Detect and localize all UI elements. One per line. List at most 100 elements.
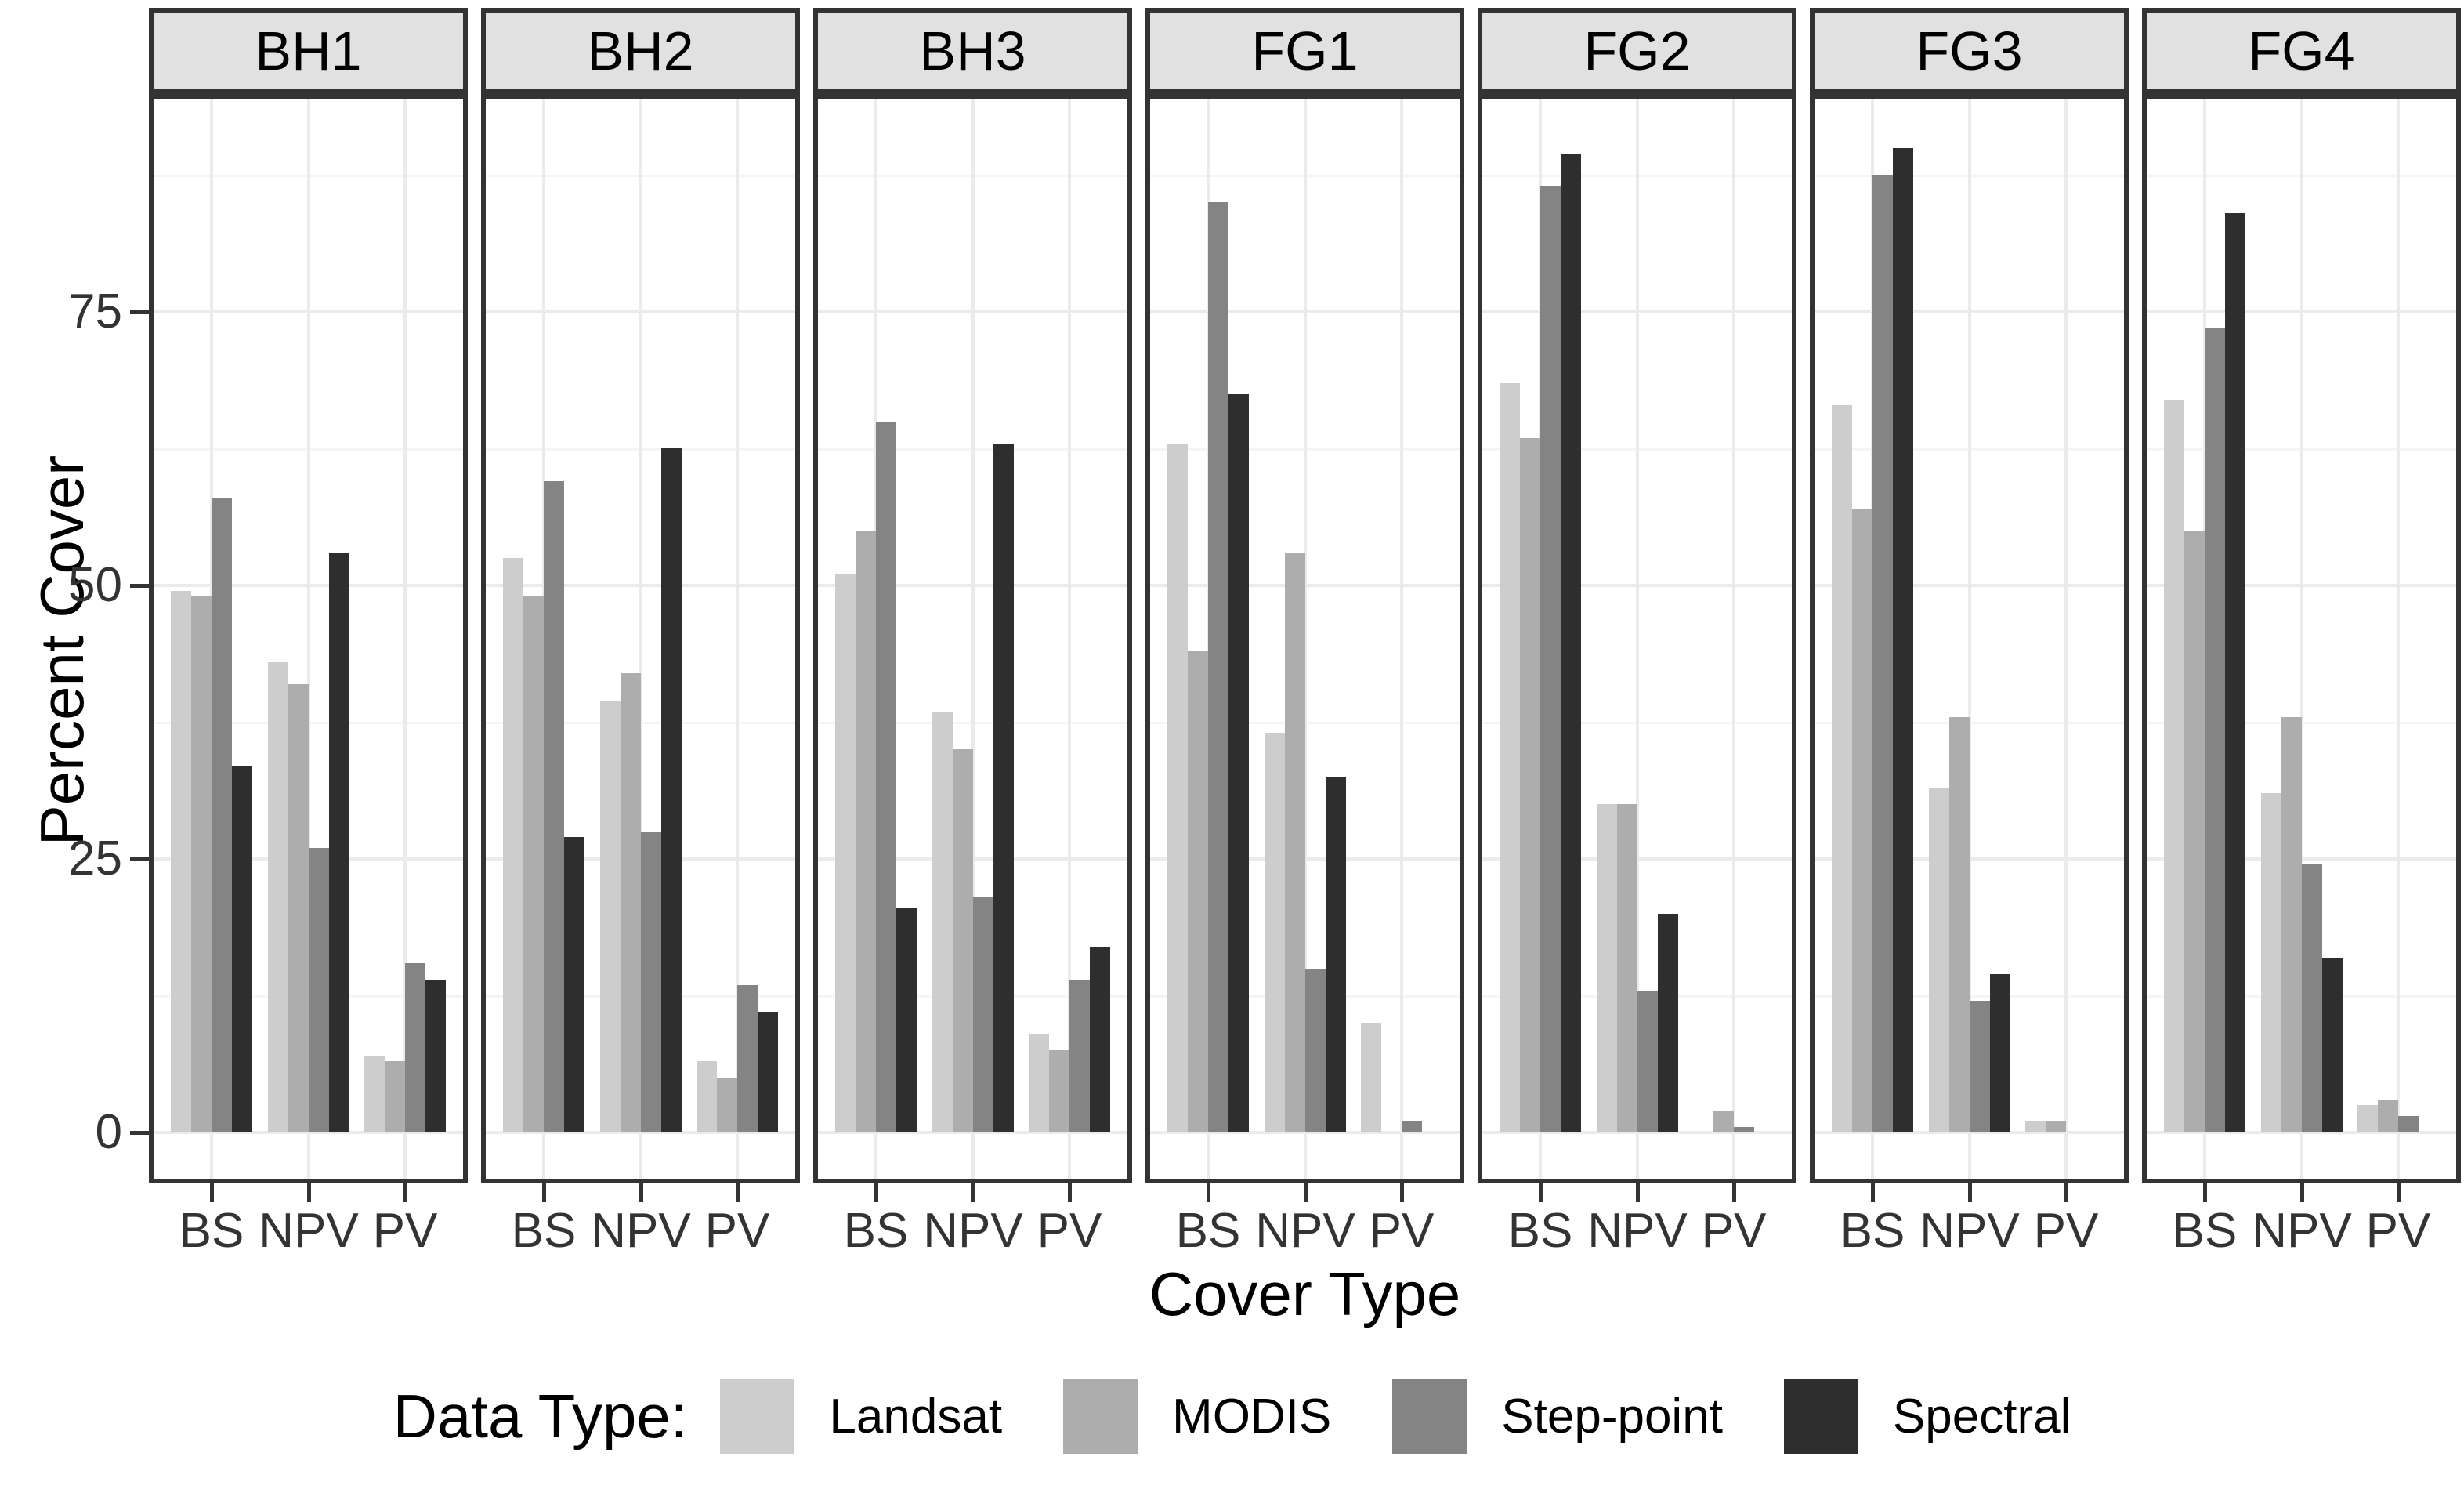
facet-panel-bh1 bbox=[149, 94, 468, 1183]
legend-item-modis: MODIS bbox=[1063, 1379, 1331, 1454]
bar-step-point bbox=[1637, 991, 1658, 1132]
bar-modis bbox=[2184, 531, 2205, 1132]
gridline-major-v bbox=[736, 99, 739, 1179]
x-tick-label: PV bbox=[1701, 1204, 1767, 1258]
facet-strip-label: FG1 bbox=[1251, 20, 1359, 82]
bar-spectral bbox=[661, 448, 682, 1132]
legend-item-landsat: Landsat bbox=[720, 1379, 1002, 1454]
bar-landsat bbox=[1265, 733, 1285, 1132]
legend: Data Type: Landsat MODIS Step-point Spectra… bbox=[0, 1365, 2464, 1467]
bar-modis bbox=[953, 749, 973, 1132]
bar-landsat bbox=[1167, 444, 1188, 1132]
x-tick-label: NPV bbox=[2252, 1204, 2352, 1258]
bar-modis bbox=[288, 684, 309, 1132]
bar-spectral bbox=[896, 908, 917, 1132]
bar-step-point bbox=[2302, 864, 2322, 1132]
x-tick bbox=[307, 1183, 311, 1202]
legend-label-landsat: Landsat bbox=[829, 1389, 1003, 1444]
x-tick bbox=[736, 1183, 740, 1202]
bar-step-point bbox=[1208, 202, 1228, 1132]
x-tick-label: BS bbox=[2172, 1204, 2238, 1258]
x-tick bbox=[874, 1183, 878, 1202]
bar-spectral bbox=[564, 837, 584, 1132]
bar-modis bbox=[2281, 717, 2302, 1132]
facet-strip-label: FG2 bbox=[1583, 20, 1691, 82]
facet-strip-label: BH2 bbox=[587, 20, 694, 82]
facet-panel-fg1 bbox=[1145, 94, 1464, 1183]
bar-step-point bbox=[1305, 969, 1326, 1132]
facet-strip-fg3: FG3 bbox=[1810, 8, 2129, 94]
bar-modis bbox=[1949, 717, 1970, 1132]
bar-modis bbox=[523, 596, 544, 1132]
x-tick bbox=[639, 1183, 643, 1202]
bar-step-point bbox=[1402, 1121, 1422, 1132]
x-tick-label: PV bbox=[1037, 1204, 1102, 1258]
legend-swatch-step-point bbox=[1392, 1379, 1467, 1454]
bar-landsat bbox=[2261, 793, 2281, 1132]
bar-step-point bbox=[1872, 175, 1893, 1132]
y-tick bbox=[130, 1131, 149, 1135]
bar-landsat bbox=[268, 662, 288, 1132]
bar-modis bbox=[1188, 651, 1208, 1132]
legend-title: Data Type: bbox=[393, 1381, 688, 1451]
facet-panel-fg2 bbox=[1478, 94, 1796, 1183]
facet-strip-bh2: BH2 bbox=[481, 8, 800, 94]
facet-strip-bh1: BH1 bbox=[149, 8, 468, 94]
facet-panel-fg3 bbox=[1810, 94, 2129, 1183]
bar-landsat bbox=[600, 701, 621, 1132]
legend-label-step-point: Step-point bbox=[1501, 1389, 1723, 1444]
x-tick-label: BS bbox=[1840, 1204, 1905, 1258]
x-tick bbox=[2300, 1183, 2304, 1202]
bar-landsat bbox=[1832, 405, 1852, 1132]
bar-modis bbox=[1285, 553, 1305, 1132]
x-tick bbox=[2203, 1183, 2207, 1202]
bar-modis bbox=[1617, 804, 1637, 1132]
facet-panel-bh2 bbox=[481, 94, 800, 1183]
x-tick-label: NPV bbox=[259, 1204, 359, 1258]
bar-landsat bbox=[1361, 1023, 1381, 1132]
x-tick bbox=[2397, 1183, 2401, 1202]
bar-modis bbox=[856, 531, 876, 1132]
bar-modis bbox=[717, 1078, 737, 1132]
x-tick-label: NPV bbox=[923, 1204, 1023, 1258]
bar-spectral bbox=[993, 444, 1014, 1132]
gridline-major-v bbox=[1732, 99, 1735, 1179]
x-axis-title: Cover Type bbox=[1149, 1259, 1461, 1328]
y-tick bbox=[130, 310, 149, 314]
bar-step-point bbox=[405, 963, 425, 1132]
bar-landsat bbox=[1597, 804, 1617, 1132]
facet-strip-label: FG3 bbox=[1916, 20, 2023, 82]
gridline-major-v bbox=[1400, 99, 1403, 1179]
bar-modis bbox=[1713, 1111, 1734, 1132]
x-tick-label: PV bbox=[2365, 1204, 2431, 1258]
bar-spectral bbox=[2322, 958, 2343, 1132]
x-tick-label: PV bbox=[2033, 1204, 2099, 1258]
bar-landsat bbox=[1500, 383, 1520, 1132]
bar-modis bbox=[621, 673, 641, 1132]
x-tick bbox=[1400, 1183, 1404, 1202]
x-tick bbox=[542, 1183, 546, 1202]
legend-swatch-modis bbox=[1063, 1379, 1138, 1454]
facet-strip-bh3: BH3 bbox=[813, 8, 1132, 94]
bar-modis bbox=[1049, 1050, 1069, 1132]
bar-spectral bbox=[1326, 777, 1346, 1132]
y-tick bbox=[130, 857, 149, 861]
bar-spectral bbox=[425, 980, 446, 1132]
x-tick-label: NPV bbox=[1255, 1204, 1355, 1258]
bar-step-point bbox=[737, 985, 758, 1132]
facet-strip-label: BH1 bbox=[255, 20, 362, 82]
x-tick bbox=[1968, 1183, 1972, 1202]
bar-spectral bbox=[1658, 914, 1678, 1132]
bar-step-point bbox=[212, 498, 232, 1132]
bar-landsat bbox=[2357, 1105, 2378, 1132]
bar-spectral bbox=[1561, 154, 1581, 1132]
legend-label-spectral: Spectral bbox=[1892, 1389, 2071, 1444]
legend-label-modis: MODIS bbox=[1172, 1389, 1332, 1444]
facet-panel-bh3 bbox=[813, 94, 1132, 1183]
bar-landsat bbox=[364, 1056, 385, 1132]
x-tick-label: BS bbox=[1175, 1204, 1241, 1258]
x-tick bbox=[1068, 1183, 1072, 1202]
facet-strip-fg1: FG1 bbox=[1145, 8, 1464, 94]
bar-step-point bbox=[641, 832, 661, 1132]
